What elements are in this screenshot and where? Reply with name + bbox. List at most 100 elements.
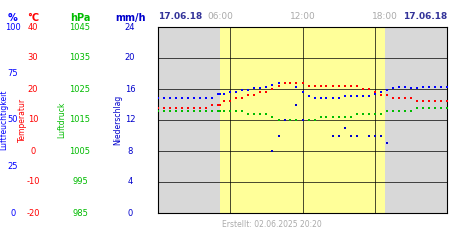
- Text: 1045: 1045: [69, 22, 90, 32]
- Point: [251, 86, 258, 90]
- Point: [305, 94, 312, 98]
- Text: Erstellt: 02.06.2025 20:20: Erstellt: 02.06.2025 20:20: [221, 220, 321, 230]
- Point: [227, 109, 234, 113]
- Point: [329, 134, 336, 138]
- Point: [239, 88, 246, 92]
- Point: [178, 96, 185, 100]
- Text: %: %: [8, 13, 18, 23]
- Point: [305, 84, 312, 88]
- Point: [209, 96, 216, 100]
- Point: [437, 84, 445, 88]
- Text: 1035: 1035: [69, 54, 90, 62]
- Point: [335, 134, 342, 138]
- Point: [443, 106, 450, 110]
- Point: [383, 141, 391, 145]
- Point: [335, 96, 342, 100]
- Point: [161, 96, 168, 100]
- Text: 10: 10: [28, 116, 38, 124]
- Point: [178, 106, 185, 110]
- Point: [197, 109, 204, 113]
- Point: [233, 109, 240, 113]
- Point: [233, 90, 240, 94]
- Point: [184, 109, 192, 113]
- Point: [383, 93, 391, 97]
- Point: [359, 87, 366, 91]
- Point: [216, 102, 224, 106]
- Point: [209, 102, 216, 106]
- Point: [299, 90, 306, 94]
- Point: [173, 106, 180, 110]
- Point: [329, 96, 336, 100]
- Text: 17.06.18: 17.06.18: [158, 12, 202, 22]
- Text: 0: 0: [10, 208, 16, 218]
- Point: [395, 96, 402, 100]
- Point: [329, 115, 336, 119]
- Point: [419, 84, 427, 88]
- Point: [311, 96, 318, 100]
- Point: [269, 87, 276, 91]
- Point: [311, 118, 318, 122]
- Point: [154, 106, 162, 110]
- Point: [299, 118, 306, 122]
- Text: 40: 40: [28, 22, 38, 32]
- Point: [414, 86, 421, 90]
- Point: [419, 106, 427, 110]
- Point: [431, 106, 438, 110]
- Point: [227, 90, 234, 94]
- Point: [426, 106, 433, 110]
- Point: [190, 109, 198, 113]
- Text: 0: 0: [31, 146, 36, 156]
- Point: [184, 106, 192, 110]
- Point: [216, 92, 224, 96]
- Point: [323, 84, 330, 88]
- Point: [251, 93, 258, 97]
- Point: [426, 100, 433, 103]
- Point: [166, 96, 174, 100]
- Point: [389, 96, 396, 100]
- Text: 06:00: 06:00: [207, 12, 233, 22]
- Text: 1025: 1025: [69, 84, 90, 94]
- Point: [281, 81, 288, 85]
- Point: [216, 109, 224, 113]
- Point: [341, 115, 348, 119]
- Text: 12: 12: [125, 116, 135, 124]
- Point: [341, 126, 348, 130]
- Point: [347, 115, 354, 119]
- Point: [407, 96, 414, 100]
- Point: [401, 96, 409, 100]
- Point: [154, 96, 162, 100]
- Text: -20: -20: [26, 208, 40, 218]
- Point: [263, 90, 270, 94]
- Text: 50: 50: [8, 116, 18, 124]
- Point: [407, 86, 414, 90]
- Point: [359, 112, 366, 116]
- Text: 985: 985: [72, 208, 88, 218]
- Point: [281, 118, 288, 122]
- Point: [431, 84, 438, 88]
- Text: °C: °C: [27, 13, 39, 23]
- Point: [377, 134, 384, 138]
- Point: [166, 106, 174, 110]
- Text: 995: 995: [72, 178, 88, 186]
- Text: 20: 20: [28, 84, 38, 94]
- Point: [359, 94, 366, 98]
- Point: [220, 92, 228, 96]
- Point: [414, 100, 421, 103]
- Point: [341, 84, 348, 88]
- Point: [419, 100, 427, 103]
- Point: [437, 100, 445, 103]
- Text: 75: 75: [8, 69, 18, 78]
- Point: [317, 115, 324, 119]
- Bar: [220, 27, 385, 213]
- Point: [414, 106, 421, 110]
- Text: Luftdruck: Luftdruck: [58, 102, 67, 138]
- Point: [190, 96, 198, 100]
- Point: [443, 100, 450, 103]
- Point: [269, 149, 276, 153]
- Point: [197, 96, 204, 100]
- Point: [377, 93, 384, 97]
- Point: [323, 96, 330, 100]
- Point: [317, 96, 324, 100]
- Point: [161, 109, 168, 113]
- Point: [365, 134, 372, 138]
